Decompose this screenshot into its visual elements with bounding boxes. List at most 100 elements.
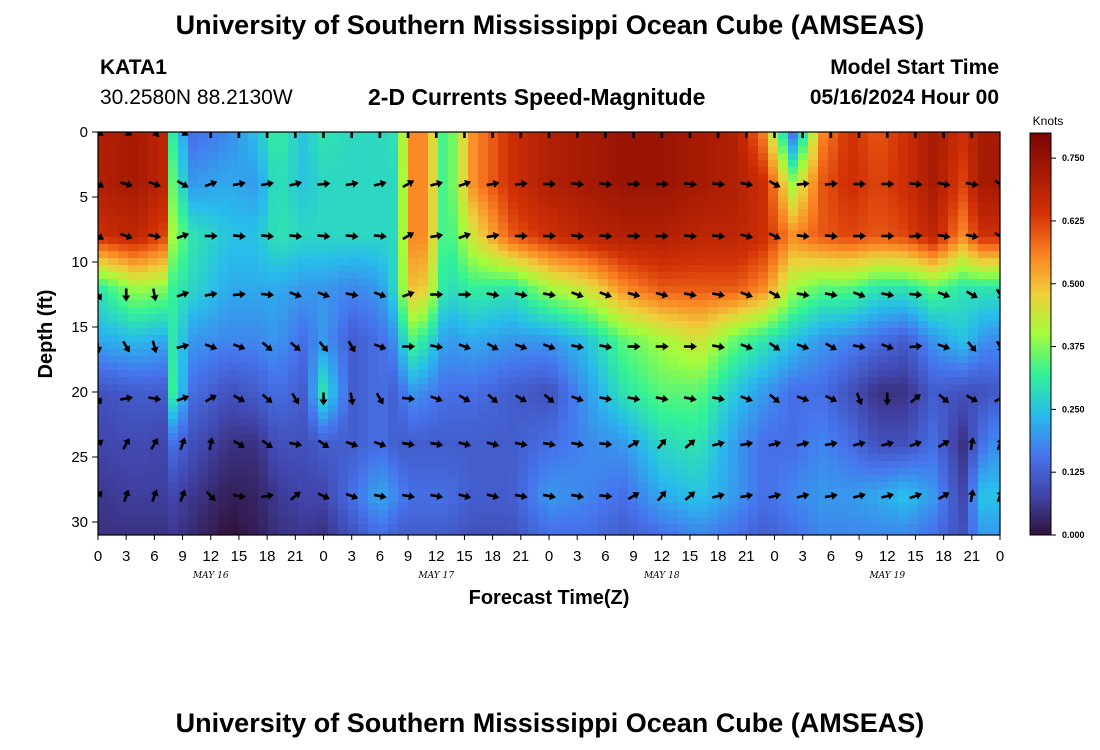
heatmap-cell xyxy=(348,244,359,252)
heatmap-cell xyxy=(918,293,929,301)
heatmap-cell xyxy=(648,475,659,483)
heatmap-cell xyxy=(858,510,869,518)
heatmap-cell xyxy=(278,167,289,175)
heatmap-cell xyxy=(298,174,309,182)
heatmap-cell xyxy=(858,496,869,504)
heatmap-cell xyxy=(528,405,539,413)
heatmap-cell xyxy=(228,237,239,245)
heatmap-cell xyxy=(328,223,339,231)
heatmap-cell xyxy=(468,426,479,434)
heatmap-cell xyxy=(218,517,229,525)
heatmap-cell xyxy=(548,419,559,427)
heatmap-cell xyxy=(608,426,619,434)
heatmap-cell xyxy=(478,384,489,392)
heatmap-cell xyxy=(788,391,799,399)
heatmap-cell xyxy=(298,384,309,392)
heatmap-cell xyxy=(498,440,509,448)
heatmap-cell xyxy=(298,335,309,343)
heatmap-cell xyxy=(528,272,539,280)
heatmap-cell xyxy=(488,433,499,441)
heatmap-cell xyxy=(618,405,629,413)
heatmap-cell xyxy=(848,531,859,535)
heatmap-cell xyxy=(598,174,609,182)
heatmap-cell xyxy=(758,321,769,329)
heatmap-cell xyxy=(198,307,209,315)
heatmap-cell xyxy=(238,517,249,525)
heatmap-cell xyxy=(208,349,219,357)
heatmap-cell xyxy=(578,517,589,525)
heatmap-cell xyxy=(328,517,339,525)
heatmap-cell xyxy=(788,363,799,371)
heatmap-cell xyxy=(358,328,369,336)
heatmap-cell xyxy=(438,307,449,315)
heatmap-cell xyxy=(198,419,209,427)
heatmap-cell xyxy=(108,433,119,441)
heatmap-cell xyxy=(398,279,409,287)
heatmap-cell xyxy=(258,216,269,224)
heatmap-cell xyxy=(728,475,739,483)
heatmap-cell xyxy=(108,461,119,469)
heatmap-cell xyxy=(568,433,579,441)
heatmap-cell xyxy=(658,237,669,245)
heatmap-cell xyxy=(628,167,639,175)
heatmap-cell xyxy=(108,419,119,427)
heatmap-cell xyxy=(738,209,749,217)
heatmap-cell xyxy=(408,195,419,203)
heatmap-cell xyxy=(448,174,459,182)
heatmap-cell xyxy=(138,139,149,147)
heatmap-cell xyxy=(688,244,699,252)
heatmap-cell xyxy=(808,139,819,147)
heatmap-cell xyxy=(308,230,319,238)
heatmap-cell xyxy=(398,454,409,462)
heatmap-cell xyxy=(338,475,349,483)
heatmap-cell xyxy=(458,153,469,161)
heatmap-cell xyxy=(278,503,289,511)
heatmap-cell xyxy=(228,433,239,441)
heatmap-cell xyxy=(118,321,129,329)
heatmap-cell xyxy=(528,153,539,161)
heatmap-cell xyxy=(108,188,119,196)
heatmap-cell xyxy=(148,195,159,203)
heatmap-cell xyxy=(618,356,629,364)
heatmap-cell xyxy=(238,265,249,273)
heatmap-cell xyxy=(758,524,769,532)
heatmap-cell xyxy=(778,244,789,252)
heatmap-cell xyxy=(868,237,879,245)
heatmap-cell xyxy=(858,314,869,322)
heatmap-cell xyxy=(448,433,459,441)
heatmap-cell xyxy=(248,468,259,476)
heatmap-cell xyxy=(918,181,929,189)
heatmap-cell xyxy=(898,468,909,476)
heatmap-cell xyxy=(878,195,889,203)
heatmap-cell xyxy=(638,230,649,238)
heatmap-cell xyxy=(338,503,349,511)
heatmap-cell xyxy=(868,132,879,140)
heatmap-cell xyxy=(218,209,229,217)
heatmap-cell xyxy=(448,489,459,497)
heatmap-cell xyxy=(358,370,369,378)
heatmap-cell xyxy=(778,237,789,245)
heatmap-cell xyxy=(468,328,479,336)
heatmap-cell xyxy=(748,482,759,490)
heatmap-cell xyxy=(498,377,509,385)
heatmap-cell xyxy=(888,384,899,392)
heatmap-cell xyxy=(408,209,419,217)
heatmap-cell xyxy=(148,160,159,168)
heatmap-cell xyxy=(808,489,819,497)
heatmap-cell xyxy=(838,188,849,196)
heatmap-cell xyxy=(798,468,809,476)
heatmap-cell xyxy=(578,496,589,504)
heatmap-cell xyxy=(818,454,829,462)
heatmap-cell xyxy=(668,503,679,511)
heatmap-cell xyxy=(598,209,609,217)
heatmap-cell xyxy=(208,258,219,266)
heatmap-cell xyxy=(838,272,849,280)
heatmap-cell xyxy=(778,286,789,294)
heatmap-cell xyxy=(658,139,669,147)
heatmap-cell xyxy=(898,524,909,532)
heatmap-cell xyxy=(868,188,879,196)
heatmap-cell xyxy=(318,230,329,238)
heatmap-cell xyxy=(508,216,519,224)
heatmap-cell xyxy=(228,426,239,434)
heatmap-cell xyxy=(328,328,339,336)
